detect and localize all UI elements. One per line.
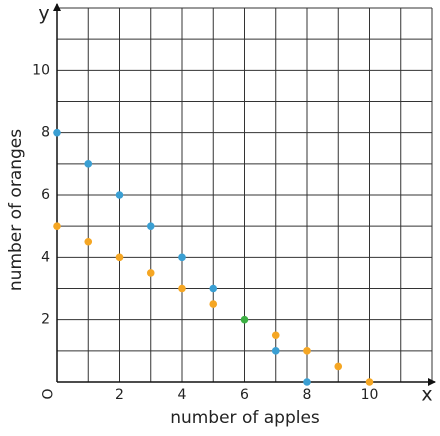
point bbox=[303, 378, 311, 386]
x-tick-label: 6 bbox=[240, 387, 249, 403]
origin-label: O bbox=[38, 388, 54, 399]
point bbox=[365, 378, 374, 386]
point bbox=[53, 128, 61, 137]
x-tick-label: 8 bbox=[303, 387, 312, 403]
y-tick-label: 4 bbox=[41, 249, 50, 265]
x-axis-label: number of apples bbox=[170, 408, 320, 428]
x-tick-label: 2 bbox=[115, 387, 124, 403]
point bbox=[271, 347, 280, 355]
point bbox=[115, 253, 124, 262]
point bbox=[209, 284, 218, 293]
point bbox=[146, 269, 155, 277]
point bbox=[146, 222, 155, 230]
marks bbox=[53, 128, 374, 386]
point bbox=[209, 300, 218, 308]
point bbox=[178, 253, 186, 262]
point bbox=[115, 191, 124, 199]
point bbox=[240, 315, 249, 324]
point bbox=[271, 331, 280, 340]
point bbox=[178, 284, 186, 293]
point bbox=[303, 347, 311, 355]
grid bbox=[57, 7, 433, 382]
y-tick-label: 8 bbox=[41, 125, 50, 141]
point bbox=[84, 160, 93, 168]
y-axis-label: number of oranges bbox=[6, 129, 26, 291]
x-axis-name: x bbox=[421, 384, 432, 406]
point bbox=[84, 237, 93, 246]
point bbox=[334, 362, 343, 371]
y-tick-label: 10 bbox=[32, 62, 50, 78]
y-axis-name: y bbox=[38, 3, 49, 25]
point bbox=[53, 222, 61, 230]
x-tick-label: 4 bbox=[178, 387, 187, 403]
y-tick-label: 2 bbox=[41, 312, 50, 328]
x-tick-label: 10 bbox=[361, 387, 379, 403]
y-tick-label: 6 bbox=[41, 187, 50, 203]
